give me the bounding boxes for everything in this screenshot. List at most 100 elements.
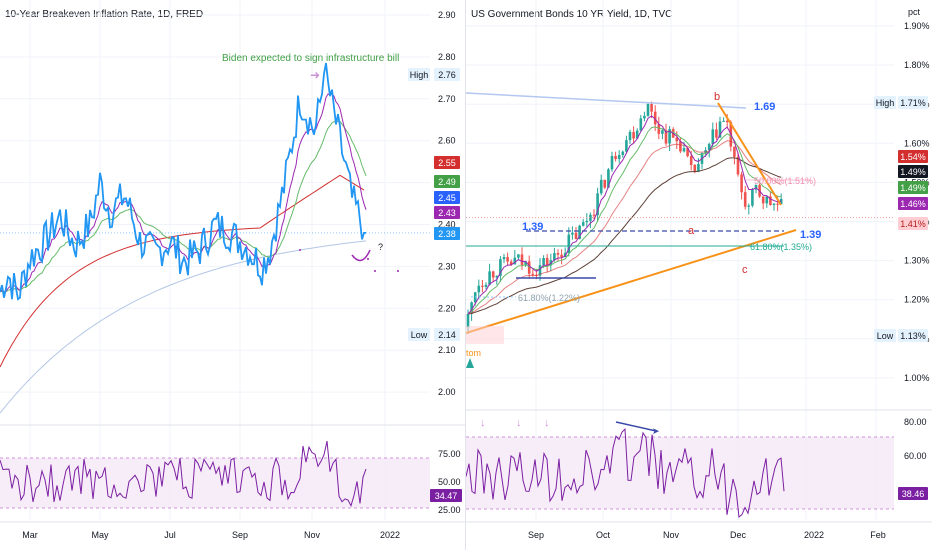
right-candle-body — [689, 156, 693, 165]
left-price-tick: 2.70 — [438, 94, 456, 104]
right-candle-body — [686, 148, 689, 157]
right-rsi-down-arrow: ↓ — [480, 417, 486, 429]
right-rsi-tick: 60.00 — [904, 451, 927, 461]
right-candle-body — [610, 156, 614, 170]
right-candle-body — [632, 131, 635, 139]
right-price-tag: 1.41% — [900, 219, 926, 229]
right-fib-low-label: 61.80%(1.22%) — [518, 293, 580, 303]
right-low-value: 1.13% — [900, 331, 926, 341]
left-time-tick: Mar — [22, 530, 38, 540]
left-rsi-band — [0, 458, 430, 508]
left-marker-dot — [397, 270, 399, 272]
left-annotation-arrow: ➜ — [310, 68, 320, 82]
right-candle-body — [751, 189, 754, 206]
right-candle-body — [506, 257, 509, 262]
right-lower-trendline — [466, 229, 797, 334]
right-candle-body — [675, 137, 679, 142]
left-curve-arrow — [351, 249, 371, 262]
right-candle-body — [711, 129, 715, 145]
right-rsi-down-arrow: ↓ — [544, 417, 550, 429]
right-candle-body — [571, 232, 574, 235]
left-high-value: 2.76 — [438, 70, 456, 80]
left-price-tag-bg — [434, 156, 460, 169]
right-candle-body — [718, 121, 722, 138]
right-candle-body — [527, 261, 531, 274]
right-time-tick: Dec — [730, 530, 747, 540]
left-price-tag: 2.38 — [438, 229, 456, 239]
right-time-tick: Oct — [596, 530, 611, 540]
right-candle-body — [653, 111, 657, 125]
right-candle-body — [776, 203, 779, 205]
right-price-tag-bg — [898, 217, 928, 230]
left-price-tick: 2.80 — [438, 52, 456, 62]
right-candle-body — [607, 169, 610, 188]
right-candle-body — [556, 253, 560, 255]
right-chart-canvas[interactable]: pct1.90%1.80%1.70%1.60%1.50%1.40%1.30%1.… — [466, 0, 932, 550]
left-rsi-tick: 25.00 — [438, 505, 461, 515]
left-marker-dot — [367, 258, 369, 260]
right-candle-body — [581, 222, 585, 226]
left-time-tick: 2022 — [380, 530, 400, 540]
right-price-tick: 1.20% — [904, 295, 930, 305]
right-candle-body — [646, 103, 650, 116]
left-rsi-tick: 75.00 — [438, 449, 461, 459]
left-rsi-tag-bg — [430, 489, 462, 502]
left-low-value-bg — [434, 328, 460, 341]
right-candle-body — [650, 103, 653, 112]
right-high-label: High — [876, 98, 895, 108]
right-candle-body — [603, 179, 607, 188]
right-rsi-divergence-line — [615, 421, 657, 432]
right-candle-body — [545, 258, 549, 266]
left-price-tick: 2.00 — [438, 387, 456, 397]
right-candle-body — [481, 285, 484, 287]
right-rsi-tag: 38.46 — [902, 489, 925, 499]
left-price-tick: 2.60 — [438, 136, 456, 146]
right-rsi-tick: 80.00 — [904, 417, 927, 427]
left-low-label-bg — [408, 328, 430, 341]
right-wave-bc-line — [717, 102, 782, 206]
right-candle-body — [599, 179, 603, 194]
right-wave-a-label: a — [688, 225, 695, 237]
right-candle-body — [772, 203, 776, 205]
right-price-tag: 1.49% — [900, 167, 926, 177]
right-rsi-down-arrow: ↓ — [516, 417, 522, 429]
right-candle-body — [635, 130, 639, 139]
right-fast-ma-line — [467, 126, 782, 315]
right-faster-ma-line — [467, 115, 782, 315]
right-candle-body — [495, 275, 499, 278]
left-time-tick: Sep — [232, 530, 248, 540]
right-candle-body — [542, 258, 545, 266]
right-candle-body — [517, 254, 520, 258]
left-rsi-tag: 34.47 — [435, 491, 458, 501]
right-rsi-divergence-arrow: ➤ — [652, 426, 660, 436]
right-upper-trendline — [466, 92, 747, 109]
right-candle-body — [502, 257, 506, 260]
left-chart-canvas[interactable]: 2.902.802.702.602.502.402.302.202.102.00… — [0, 0, 466, 550]
right-high-label-bg — [874, 96, 896, 109]
left-price-tag-bg — [434, 206, 460, 219]
right-candle-body — [560, 254, 563, 258]
right-bottom-label: tom — [466, 348, 481, 358]
left-low-label: Low — [411, 330, 428, 340]
left-breakeven-series-line — [0, 62, 366, 301]
right-candle-body — [679, 141, 682, 152]
right-price-tag-bg — [898, 150, 928, 163]
right-rsi-tag-bg — [898, 487, 928, 500]
left-slow-ma-line — [0, 174, 365, 368]
right-price-tick: 1.60% — [904, 138, 930, 148]
right-price-tag: 1.49% — [900, 183, 926, 193]
right-wave-c-label: c — [742, 264, 748, 276]
left-price-tick: 2.40 — [438, 220, 456, 230]
right-time-tick: Feb — [870, 530, 886, 540]
right-level-169-label: 1.69 — [754, 101, 775, 113]
right-candle-body — [754, 184, 758, 190]
left-price-tick: 2.20 — [438, 303, 456, 313]
left-chart-pane[interactable]: 10-Year Breakeven Inflation Rate, 1D, FR… — [0, 0, 466, 550]
right-candle-body — [470, 302, 473, 314]
right-chart-pane[interactable]: US Government Bonds 10 YR Yield, 1D, TVC… — [466, 0, 932, 550]
right-candle-body — [499, 259, 502, 276]
right-candle-body — [520, 254, 524, 266]
right-candle-body — [596, 193, 599, 216]
right-candle-body — [488, 271, 491, 285]
right-candle-body — [639, 118, 643, 131]
